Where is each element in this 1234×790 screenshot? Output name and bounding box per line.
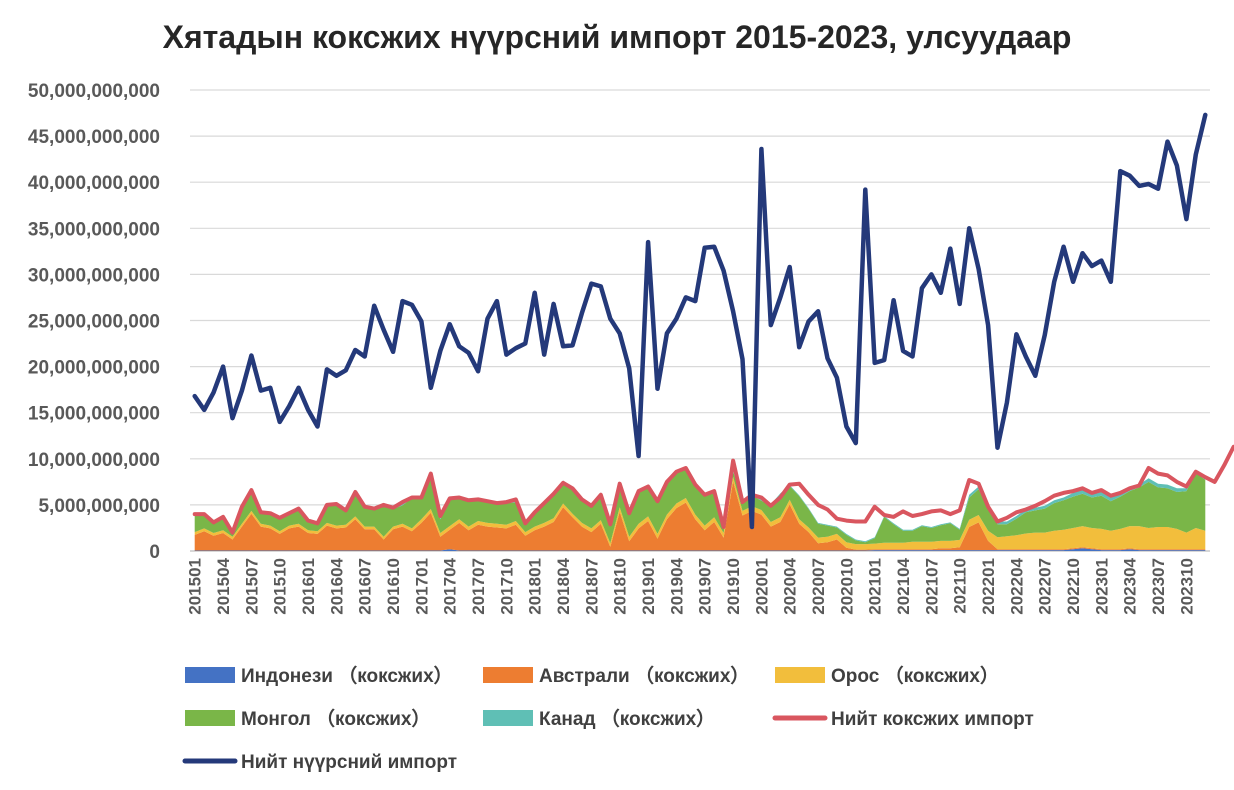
x-tick-label: 202210 xyxy=(1064,558,1083,615)
legend-swatch xyxy=(483,710,533,726)
legend-label: Индонези （коксжих） xyxy=(241,664,453,687)
line-series xyxy=(192,112,1234,535)
x-tick-label: 201801 xyxy=(526,558,545,615)
line-series-path xyxy=(192,112,1208,530)
legend-item: Австрали （коксжих） xyxy=(483,664,749,687)
x-tick-label: 201907 xyxy=(696,558,715,615)
y-tick-label: 30,000,000,000 xyxy=(28,265,160,286)
legend-swatch xyxy=(185,667,235,683)
legend-swatch xyxy=(185,710,235,726)
area-series xyxy=(194,481,1206,551)
x-tick-label: 202301 xyxy=(1092,558,1111,615)
y-tick-label: 5,000,000,000 xyxy=(38,496,160,517)
x-tick-label: 201707 xyxy=(469,558,488,615)
x-tick-label: 201510 xyxy=(271,558,290,615)
legend-item: Нийт коксжих импорт xyxy=(772,709,1034,730)
legend-swatch xyxy=(483,667,533,683)
legend-label: Монгол （коксжих） xyxy=(241,707,430,730)
legend-label: Орос （коксжих） xyxy=(831,664,999,687)
area-series xyxy=(194,468,1206,545)
legend-label: Нийт коксжих импорт xyxy=(831,709,1034,730)
x-tick-label: 201910 xyxy=(724,558,743,615)
x-tick-label: 201701 xyxy=(412,558,431,615)
x-tick-label: 202104 xyxy=(894,557,913,614)
y-tick-label: 15,000,000,000 xyxy=(28,404,160,425)
x-tick-label: 201607 xyxy=(356,558,375,615)
y-tick-label: 45,000,000,000 xyxy=(28,127,160,148)
y-tick-label: 50,000,000,000 xyxy=(28,81,160,102)
x-tick-label: 202010 xyxy=(837,558,856,615)
x-tick-label: 201601 xyxy=(299,558,318,615)
legend-item: Канад （коксжих） xyxy=(483,707,715,730)
x-tick-label: 201507 xyxy=(242,558,261,615)
y-tick-label: 10,000,000,000 xyxy=(28,450,160,471)
x-tick-label: 202004 xyxy=(781,557,800,614)
x-tick-label: 201504 xyxy=(214,557,233,614)
line-series-path xyxy=(192,444,1234,535)
legend-swatch xyxy=(775,667,825,683)
legend-item: Орос （коксжих） xyxy=(775,664,999,687)
y-tick-label: 25,000,000,000 xyxy=(28,312,160,333)
y-tick-label: 0 xyxy=(149,542,160,563)
legend-label: Нийт нүүрсний импорт xyxy=(241,752,457,773)
x-axis: 201501 201504 201507 201510 201601 201604 2016… xyxy=(186,557,1197,614)
chart-title: Хятадын коксжих нүүрсний импорт 2015-202… xyxy=(163,19,1072,55)
x-tick-label: 201807 xyxy=(582,558,601,615)
legend-item: Монгол （коксжих） xyxy=(185,707,430,730)
y-tick-label: 20,000,000,000 xyxy=(28,358,160,379)
x-tick-label: 201810 xyxy=(611,558,630,615)
area-series xyxy=(194,548,1206,551)
x-tick-label: 201610 xyxy=(384,558,403,615)
area-series xyxy=(194,476,1206,550)
x-tick-label: 201901 xyxy=(639,558,658,615)
x-tick-label: 202007 xyxy=(809,558,828,615)
x-tick-label: 201904 xyxy=(667,557,686,614)
x-tick-label: 202101 xyxy=(866,558,885,615)
x-tick-label: 201710 xyxy=(497,558,516,615)
x-tick-label: 202307 xyxy=(1149,558,1168,615)
x-tick-label: 202107 xyxy=(922,558,941,615)
legend-label: Канад （коксжих） xyxy=(539,707,715,730)
x-tick-label: 201604 xyxy=(327,557,346,614)
x-tick-label: 202201 xyxy=(979,558,998,615)
x-tick-label: 202001 xyxy=(752,558,771,615)
stacked-areas xyxy=(194,467,1206,551)
y-tick-label: 40,000,000,000 xyxy=(28,173,160,194)
x-tick-label: 202110 xyxy=(951,558,970,614)
x-tick-label: 201704 xyxy=(441,557,460,614)
x-tick-label: 202310 xyxy=(1177,558,1196,615)
legend-item: Индонези （коксжих） xyxy=(185,664,453,687)
legend-label: Австрали （коксжих） xyxy=(539,664,749,687)
legend: Индонези （коксжих） Австрали （коксжих） Орос… xyxy=(182,664,1034,773)
x-tick-label: 201501 xyxy=(186,558,205,615)
x-tick-label: 202204 xyxy=(1007,557,1026,614)
gridlines xyxy=(190,89,1210,552)
x-tick-label: 201804 xyxy=(554,557,573,614)
x-tick-label: 202304 xyxy=(1121,557,1140,614)
y-tick-label: 35,000,000,000 xyxy=(28,219,160,240)
x-tick-label: 202207 xyxy=(1036,558,1055,615)
legend-item: Нийт нүүрсний импорт xyxy=(182,752,457,773)
y-axis: 0 5,000,000,000 10,000,000,000 15,000,000,0… xyxy=(28,81,160,563)
